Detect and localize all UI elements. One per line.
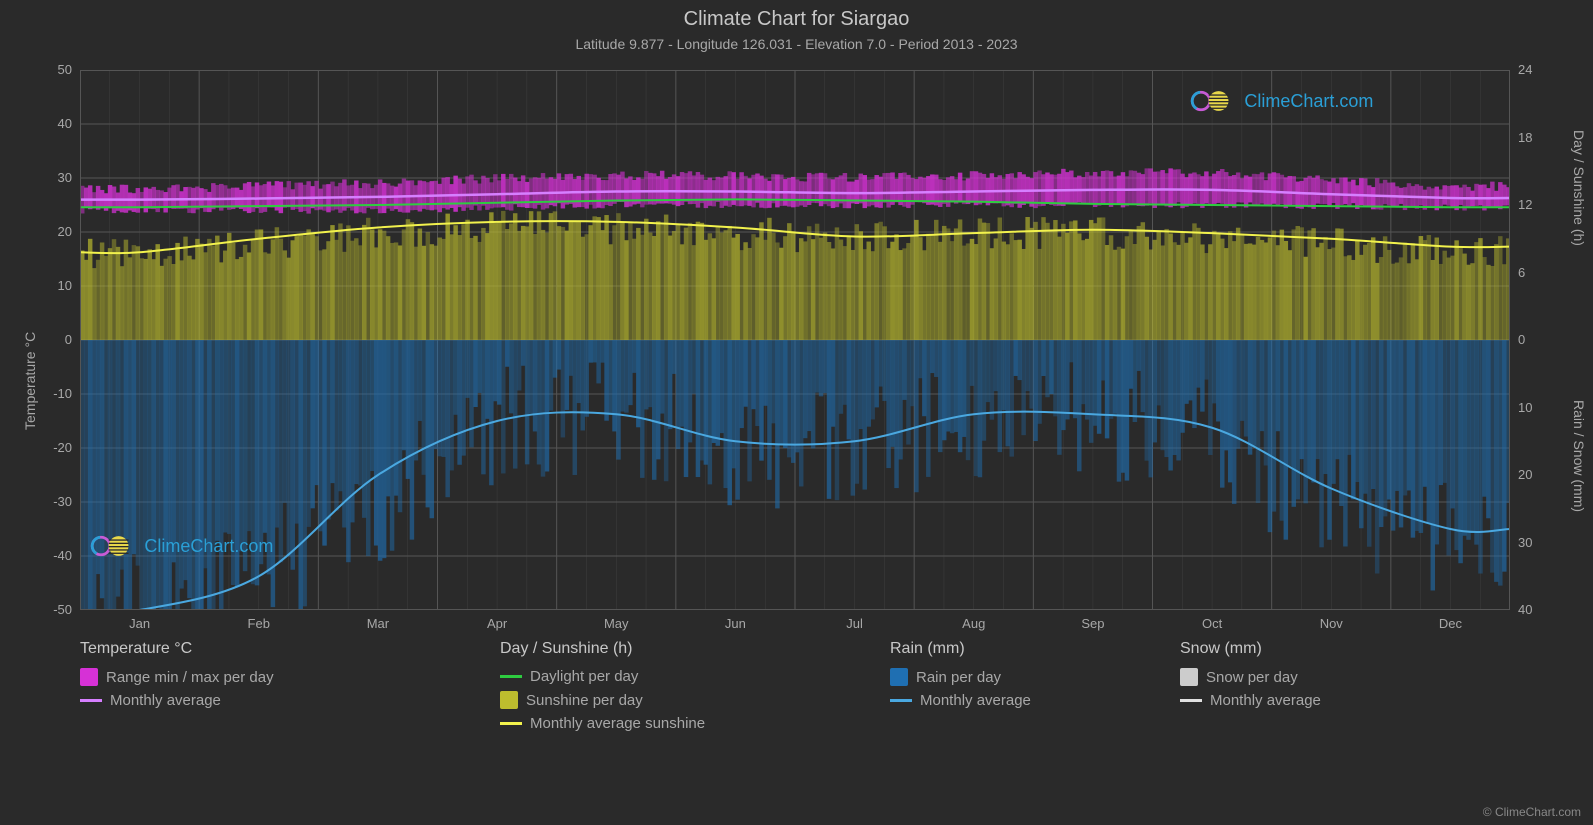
legend-item: Rain per day	[890, 668, 1031, 686]
legend-column: Day / Sunshine (h) Daylight per day Sunshi…	[500, 640, 705, 738]
axis-tick: 0	[32, 332, 72, 347]
axis-tick: 30	[1518, 535, 1532, 550]
legend-swatch	[890, 699, 912, 702]
axis-tick: 50	[32, 62, 72, 77]
chart-subtitle: Latitude 9.877 - Longitude 126.031 - Ele…	[0, 36, 1593, 52]
logo-icon	[90, 535, 138, 557]
axis-tick: 6	[1518, 265, 1525, 280]
legend-label: Monthly average	[110, 692, 221, 709]
axis-tick: 24	[1518, 62, 1532, 77]
legend-item: Monthly average	[1180, 692, 1321, 709]
legend-swatch	[890, 668, 908, 686]
axis-tick: 40	[32, 116, 72, 131]
legend-label: Monthly average	[1210, 692, 1321, 709]
legend-title: Temperature °C	[80, 640, 274, 658]
legend-swatch	[500, 675, 522, 678]
watermark-text: ClimeChart.com	[1244, 91, 1373, 112]
plot-area	[80, 70, 1510, 610]
axis-tick: Jan	[129, 616, 150, 631]
legend-label: Sunshine per day	[526, 692, 643, 709]
axis-tick: Aug	[962, 616, 985, 631]
axis-tick: Sep	[1081, 616, 1104, 631]
logo-icon	[1190, 90, 1238, 112]
axis-tick: -20	[32, 440, 72, 455]
y-right-bottom-axis-label: Rain / Snow (mm)	[1571, 400, 1587, 512]
legend-column: Rain (mm) Rain per day Monthly average	[890, 640, 1031, 715]
legend-item: Daylight per day	[500, 668, 705, 685]
legend-label: Rain per day	[916, 669, 1001, 686]
axis-tick: Jul	[846, 616, 863, 631]
legend-swatch	[1180, 668, 1198, 686]
axis-tick: 40	[1518, 602, 1532, 617]
axis-tick: 12	[1518, 197, 1532, 212]
axis-tick: -40	[32, 548, 72, 563]
legend-swatch	[500, 691, 518, 709]
watermark: ClimeChart.com	[90, 535, 273, 557]
legend-label: Daylight per day	[530, 668, 638, 685]
axis-tick: Dec	[1439, 616, 1462, 631]
y-right-top-axis-label: Day / Sunshine (h)	[1571, 130, 1587, 246]
axis-tick: -30	[32, 494, 72, 509]
copyright: © ClimeChart.com	[1483, 805, 1581, 819]
axis-tick: 10	[32, 278, 72, 293]
legend-label: Snow per day	[1206, 669, 1298, 686]
legend-item: Monthly average	[890, 692, 1031, 709]
watermark: ClimeChart.com	[1190, 90, 1373, 112]
climate-chart: Climate Chart for Siargao Latitude 9.877…	[0, 0, 1593, 825]
legend-item: Range min / max per day	[80, 668, 274, 686]
legend-swatch	[1180, 699, 1202, 702]
axis-tick: Nov	[1320, 616, 1343, 631]
legend-column: Snow (mm) Snow per day Monthly average	[1180, 640, 1321, 715]
legend-item: Monthly average	[80, 692, 274, 709]
axis-tick: Jun	[725, 616, 746, 631]
axis-tick: Feb	[248, 616, 270, 631]
legend-swatch	[500, 722, 522, 725]
chart-title: Climate Chart for Siargao	[0, 8, 1593, 31]
axis-tick: Apr	[487, 616, 507, 631]
legend-title: Rain (mm)	[890, 640, 1031, 658]
legend-item: Monthly average sunshine	[500, 715, 705, 732]
axis-tick: Oct	[1202, 616, 1222, 631]
legend-item: Sunshine per day	[500, 691, 705, 709]
legend-label: Range min / max per day	[106, 669, 274, 686]
legend-label: Monthly average	[920, 692, 1031, 709]
axis-tick: -10	[32, 386, 72, 401]
axis-tick: 18	[1518, 130, 1532, 145]
legend-title: Day / Sunshine (h)	[500, 640, 705, 658]
legend-label: Monthly average sunshine	[530, 715, 705, 732]
watermark-text: ClimeChart.com	[144, 536, 273, 557]
axis-tick: -50	[32, 602, 72, 617]
axis-tick: Mar	[367, 616, 389, 631]
axis-tick: 0	[1518, 332, 1525, 347]
axis-tick: 20	[32, 224, 72, 239]
axis-tick: 20	[1518, 467, 1532, 482]
legend-column: Temperature °C Range min / max per day Mon…	[80, 640, 274, 715]
axis-tick: 30	[32, 170, 72, 185]
legend-swatch	[80, 668, 98, 686]
legend-swatch	[80, 699, 102, 702]
axis-tick: May	[604, 616, 629, 631]
legend-item: Snow per day	[1180, 668, 1321, 686]
axis-tick: 10	[1518, 400, 1532, 415]
legend-title: Snow (mm)	[1180, 640, 1321, 658]
